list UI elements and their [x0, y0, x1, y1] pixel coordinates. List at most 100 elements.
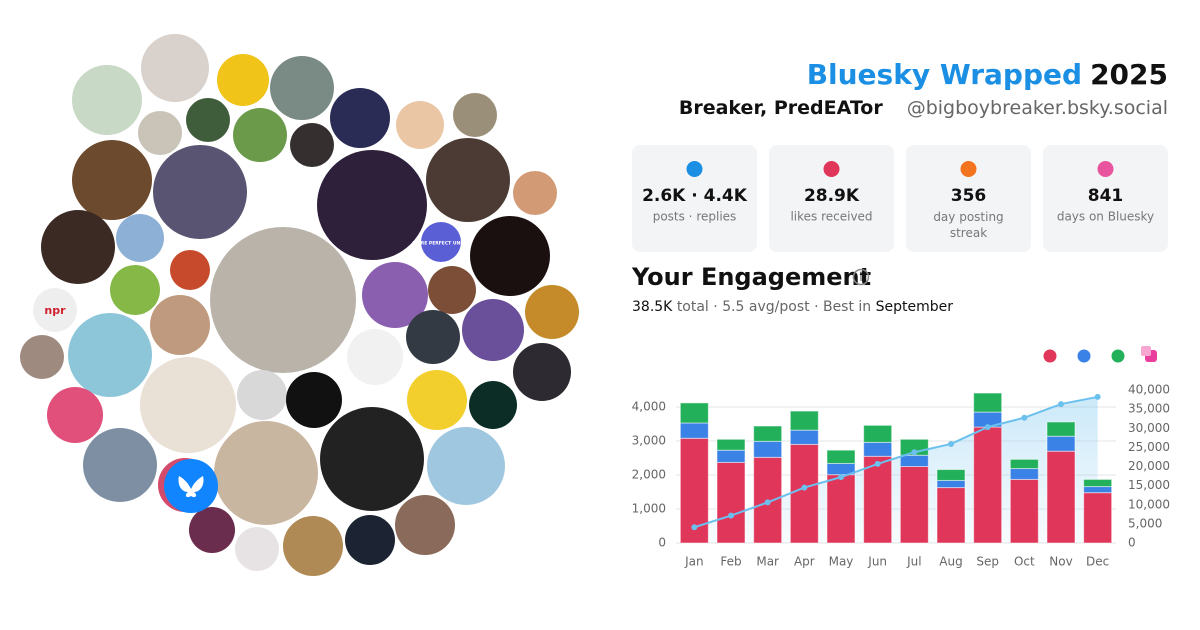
avatar: [283, 516, 343, 576]
avatar: [72, 140, 152, 220]
avatar: [428, 266, 476, 314]
bar-segment: [936, 487, 966, 544]
x-tick-label: Sep: [976, 555, 999, 569]
avatar: [217, 54, 269, 106]
engagement-summary: 38.5K total · 5.5 avg/post · Best in Sep…: [632, 299, 953, 315]
avatar: [396, 101, 444, 149]
bar-segment: [1046, 435, 1076, 452]
avatar: [290, 123, 334, 167]
x-tick-label: Aug: [939, 555, 962, 569]
x-tick-label: Apr: [794, 555, 815, 569]
bar-segment: [679, 402, 709, 424]
y-tick-label: 3,000: [632, 434, 666, 448]
y-tick-label: 1,000: [632, 502, 666, 516]
bar-segment: [899, 454, 929, 467]
bar-segment: [1046, 450, 1076, 544]
avatar: [270, 56, 334, 120]
avatar: [110, 265, 160, 315]
stat-icon: [823, 161, 840, 177]
stat-card: [769, 145, 894, 252]
cumulative-line: [694, 395, 1098, 529]
bar-segment: [716, 449, 746, 463]
avatar: [395, 495, 455, 555]
bar-segment: [863, 441, 893, 457]
avatar: [406, 310, 460, 364]
x-tick-label: Jan: [684, 555, 704, 569]
avatar: [317, 150, 427, 260]
total-label: total: [677, 299, 709, 315]
bar-segment: [1009, 468, 1039, 480]
avatar: [286, 372, 342, 428]
stat-label: days on Bluesky: [1057, 210, 1154, 224]
legend-icon-quotes-back: [1141, 346, 1151, 356]
avatar: [138, 111, 182, 155]
bar-segment: [789, 410, 819, 431]
bar-segment: [826, 449, 856, 464]
x-tick-label: Nov: [1049, 555, 1072, 569]
engagement-title: Your Engagement: [631, 263, 871, 291]
stat-label: day posting streak: [933, 210, 1003, 240]
avatar: [153, 145, 247, 239]
avatar: [407, 370, 467, 430]
avatar: [426, 138, 510, 222]
line-point: [984, 424, 991, 431]
bar-segment: [789, 429, 819, 445]
line-point: [691, 524, 698, 531]
avatar: [347, 329, 403, 385]
y2-tick-label: 30,000: [1128, 421, 1170, 435]
stat-label-line: streak: [950, 226, 987, 240]
line-point: [764, 499, 771, 506]
y2-tick-label: 35,000: [1128, 402, 1170, 416]
avatar: [41, 210, 115, 284]
avatar: [189, 507, 235, 553]
avatar: [427, 427, 505, 505]
stat-card: [632, 145, 757, 252]
avatar: [150, 295, 210, 355]
avatar: [469, 381, 517, 429]
line-point: [1058, 401, 1064, 408]
line-point: [911, 449, 918, 456]
stat-label-line: day posting: [933, 210, 1003, 224]
bar-segment: [826, 474, 856, 544]
y2-tick-label: 20,000: [1128, 459, 1170, 473]
x-tick-label: May: [829, 555, 854, 569]
bar-segment: [863, 455, 893, 544]
legend: [1043, 349, 1125, 363]
avatar: [453, 93, 497, 137]
bar-segment: [1083, 478, 1113, 488]
stat-label: posts · replies: [653, 210, 737, 224]
avatar: [116, 214, 164, 262]
legend-icon: [1111, 349, 1125, 363]
avatar-cloud: npr MORE PERFECT UNION: [20, 34, 579, 576]
avatar-text: MORE PERFECT UNION: [412, 241, 469, 247]
avatar: [20, 335, 64, 379]
avatar: [320, 407, 424, 511]
avatar: [83, 428, 157, 502]
avatar: [68, 313, 152, 397]
info-icon: [852, 268, 870, 286]
avatar: [513, 171, 557, 215]
bar-segment: [973, 426, 1003, 544]
avatar: [33, 288, 77, 332]
avatar: [330, 88, 390, 148]
avatar: [233, 108, 287, 162]
x-tick-label: Dec: [1086, 555, 1109, 569]
sep: ·: [713, 299, 717, 315]
avatar: [525, 285, 579, 339]
y2-tick-label: 10,000: [1128, 497, 1170, 511]
avatar: [47, 387, 103, 443]
legend-icon: [1043, 349, 1057, 363]
bar-segment: [973, 392, 1003, 413]
stat-card: [906, 145, 1031, 252]
sep: ·: [814, 299, 818, 315]
handle: @bigboybreaker.bsky.social: [907, 97, 1168, 119]
avatar: [470, 216, 550, 296]
stat-value: 356: [951, 186, 987, 206]
x-tick-label: Jul: [906, 555, 921, 569]
bar-segment: [863, 424, 893, 443]
bar-segment: [753, 425, 783, 442]
stat-value: 28.9K: [804, 186, 860, 206]
avatar: [421, 222, 461, 262]
avatar-text: npr: [44, 304, 66, 317]
